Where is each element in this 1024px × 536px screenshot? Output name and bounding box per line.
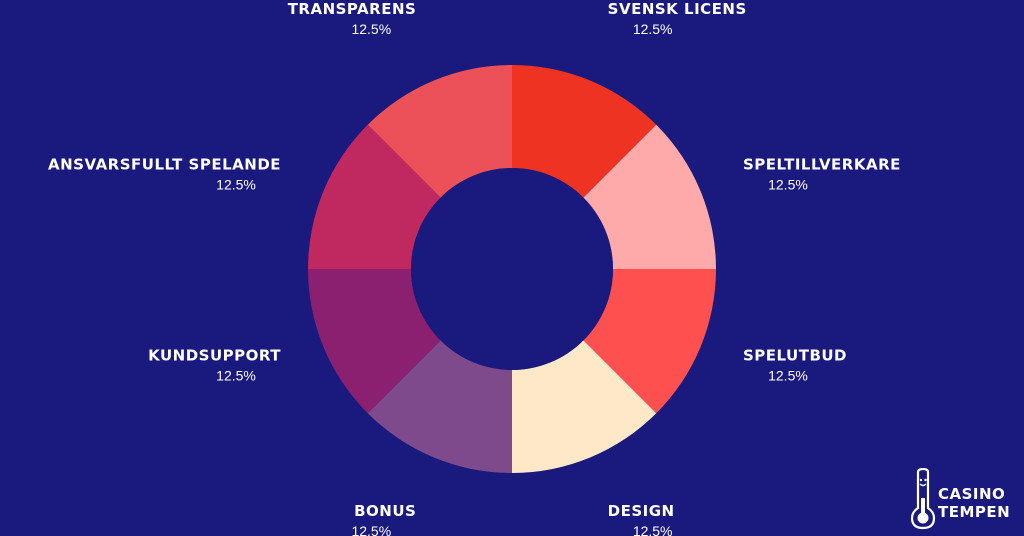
slice-transparens xyxy=(367,65,512,198)
logo-text-line1: CASINO xyxy=(938,485,1006,503)
slice-value-label: 12.5% xyxy=(216,176,256,192)
slice-value-label: 12.5% xyxy=(633,21,673,37)
logo-text-line2: TEMPEN xyxy=(938,503,1011,521)
slice-label: BONUS xyxy=(354,502,416,520)
slice-kundsupport xyxy=(308,269,441,414)
slice-bonus xyxy=(367,340,512,474)
slice-label: KUNDSUPPORT xyxy=(148,347,281,365)
slice-label: SVENSK LICENS xyxy=(608,0,747,18)
casino-tempen-logo: CASINO TEMPEN xyxy=(910,468,1020,530)
slice-svensk-licens xyxy=(512,65,657,198)
slice-value-label: 12.5% xyxy=(351,21,391,37)
slice-label: SPELUTBUD xyxy=(743,347,847,365)
thermometer-icon xyxy=(910,468,936,530)
slice-label: SPELTILLVERKARE xyxy=(743,155,901,173)
slice-value-label: 12.5% xyxy=(351,523,391,536)
slice-speltillverkare xyxy=(583,124,716,269)
slice-value-label: 12.5% xyxy=(216,368,256,384)
slice-label: ANSVARSFULLT SPELANDE xyxy=(48,155,281,173)
slice-ansvarsfullt-spelande xyxy=(308,124,441,269)
slice-value-label: 12.5% xyxy=(768,176,808,192)
slice-spelutbud xyxy=(583,269,716,414)
slice-design xyxy=(512,340,657,474)
donut-hole xyxy=(411,168,613,370)
slice-label: DESIGN xyxy=(608,502,675,520)
slice-value-label: 12.5% xyxy=(633,523,673,536)
slice-value-label: 12.5% xyxy=(768,368,808,384)
slice-label: TRANSPARENS xyxy=(288,0,417,18)
